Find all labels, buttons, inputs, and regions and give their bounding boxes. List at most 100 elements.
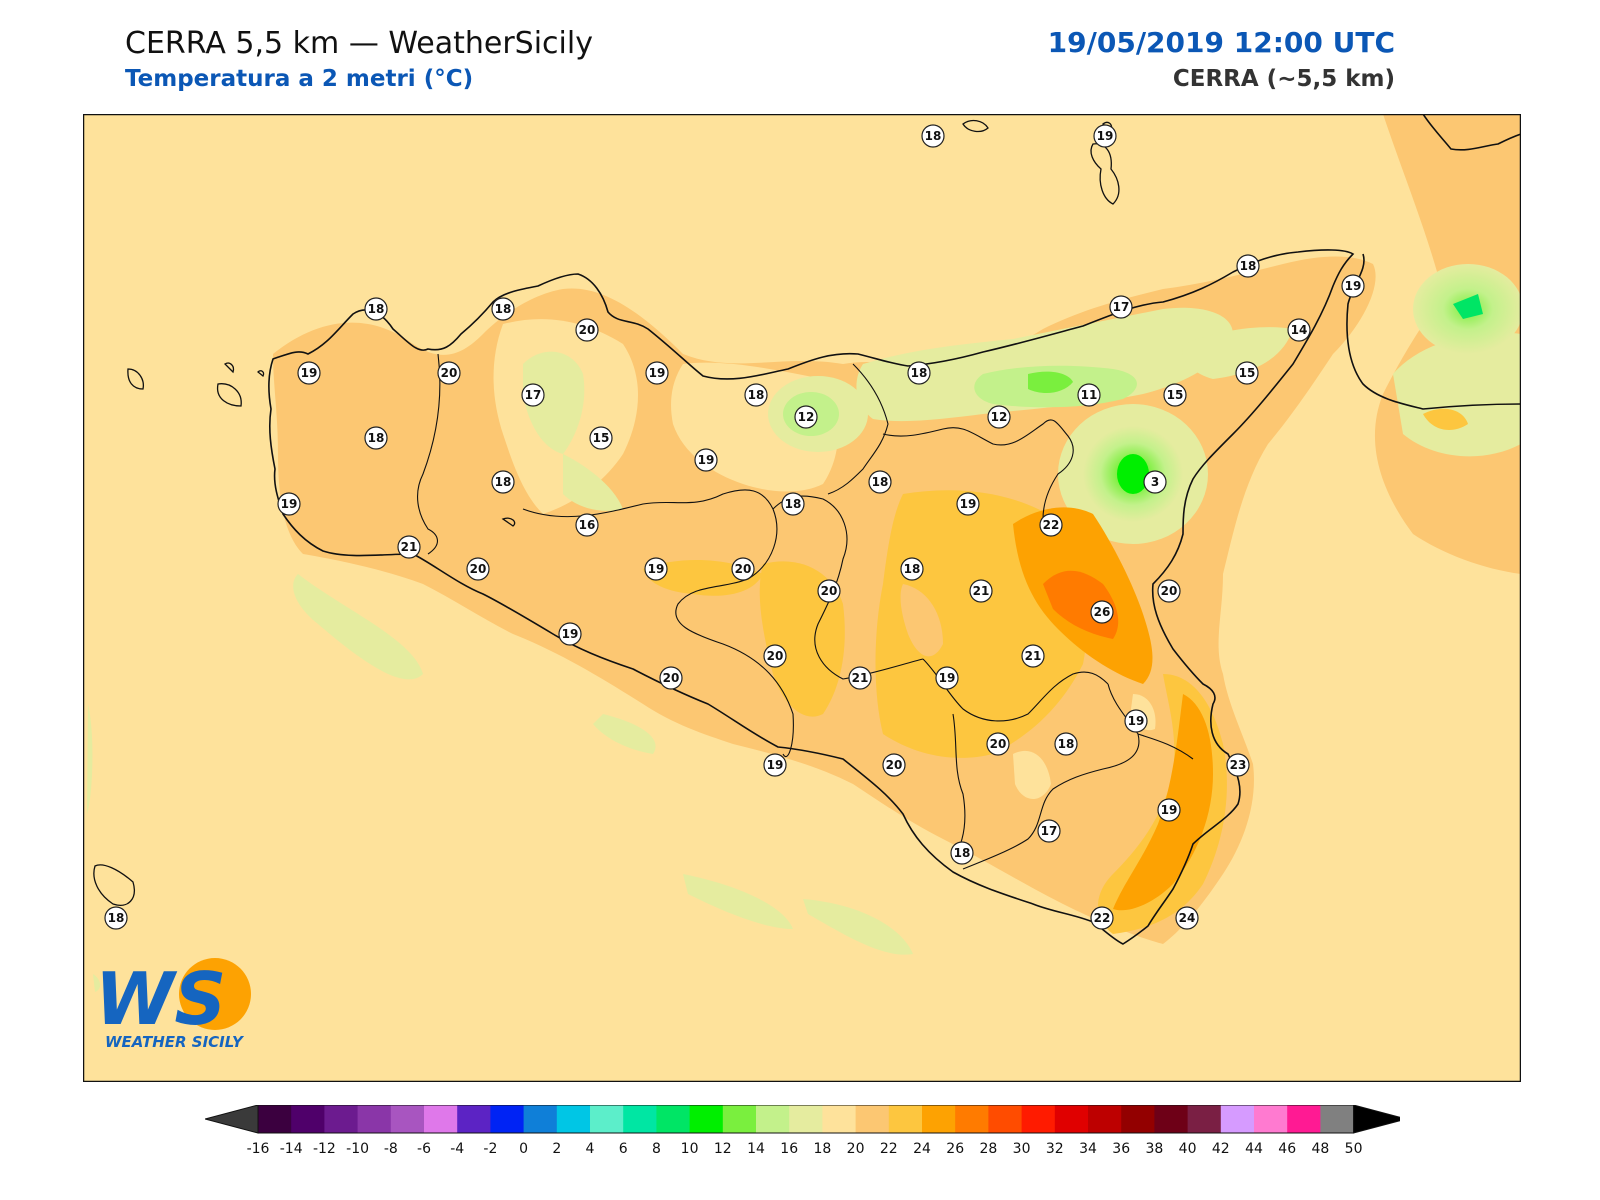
station-marker: 11: [1077, 383, 1101, 407]
colorbar-low-arrow: [203, 1104, 259, 1134]
colorbar-swatch: [955, 1105, 989, 1133]
colorbar-canvas: -16 -14 -12 -10 -8 -6 -4 -2 0 2 4 6 8 10 12 14 16 18 20 22 2…: [203, 1104, 1409, 1157]
station-marker: 19: [558, 622, 582, 646]
station-circle: [1077, 383, 1101, 407]
station-circle: [900, 557, 924, 581]
colorbar-swatch: [756, 1105, 790, 1133]
station-circle: [1287, 318, 1311, 342]
station-circle: [437, 361, 461, 385]
station-temperature: 18: [925, 129, 942, 143]
station-marker: 21: [848, 666, 872, 690]
station-circle: [986, 732, 1010, 756]
colorbar-swatch: [789, 1105, 823, 1133]
colorbar-tick-label: 40: [1179, 1141, 1197, 1157]
station-temperature: 17: [1113, 300, 1130, 314]
colorbar-border: [257, 1104, 1355, 1134]
station-temperature: 20: [579, 323, 596, 337]
station-temperature: 19: [562, 627, 579, 641]
station-temperature: 18: [108, 911, 125, 925]
colorbar-swatch: [291, 1105, 325, 1133]
colorbar-tick-label: -2: [483, 1141, 497, 1157]
station-temperature: 18: [904, 562, 921, 576]
map-frame: [83, 114, 1521, 1082]
station-marker: 20: [882, 753, 906, 777]
station-circle: [817, 579, 841, 603]
station-circle: [1175, 906, 1199, 930]
colorbar-swatch: [888, 1105, 923, 1133]
station-temperature: 20: [767, 649, 784, 663]
station-marker: 22: [1039, 513, 1063, 537]
station-marker: 19: [297, 361, 321, 385]
station-marker: 19: [694, 448, 718, 472]
colorbar-tick-label: 34: [1079, 1141, 1097, 1157]
station-circle: [969, 579, 993, 603]
station-circle: [781, 492, 805, 516]
colorbar-tick-label: -10: [346, 1141, 369, 1157]
station-circle: [731, 557, 755, 581]
station-temperature: 20: [441, 366, 458, 380]
colorbar-swatch: [424, 1105, 458, 1133]
colorbar-tick-label: 24: [913, 1141, 931, 1157]
sea-cool-patches: [87, 574, 913, 992]
station-marker: 18: [491, 470, 515, 494]
colorbar-tick-label: 36: [1112, 1141, 1130, 1157]
colorbar-swatch: [689, 1105, 724, 1133]
station-temperature: 18: [748, 388, 765, 402]
station-temperature: 14: [1291, 323, 1308, 337]
station-temperature: 18: [495, 302, 512, 316]
station-marker: 14: [1287, 318, 1311, 342]
colorbar-tick-label: -6: [417, 1141, 431, 1157]
station-temperature: 21: [973, 584, 990, 598]
colorbar-swatch: [523, 1105, 558, 1133]
temperature-map: 18 19 18 19 18 18 20 17 14 19 20 19 18 18 11 15 15 17 12 12…: [83, 114, 1521, 1082]
colorbar-swatch: [457, 1105, 491, 1133]
station-temperature: 22: [1043, 518, 1060, 532]
station-temperature: 11: [1081, 388, 1098, 402]
station-markers: 18 19 18 19 18 18 20 17 14 19 20 19 18 18 11 15 15 17 12 12…: [104, 124, 1365, 930]
station-temperature: 18: [368, 302, 385, 316]
colorbar-tick-label: 38: [1145, 1141, 1163, 1157]
station-circle: [364, 297, 388, 321]
colorbar-tick-label: 8: [652, 1141, 661, 1157]
station-circle: [1235, 361, 1259, 385]
calabria-field: [1374, 114, 1521, 574]
station-marker: 20: [763, 644, 787, 668]
station-circle: [297, 361, 321, 385]
colorbar-tick-label: 44: [1245, 1141, 1263, 1157]
station-marker: 19: [935, 666, 959, 690]
station-circle: [868, 470, 892, 494]
colorbar-swatch: [722, 1105, 757, 1133]
station-marker: 18: [950, 841, 974, 865]
logo-ws-text: WS: [95, 957, 226, 1041]
colorbar-swatch: [988, 1105, 1023, 1133]
colorbar-swatch: [1254, 1105, 1288, 1133]
station-circle: [1236, 254, 1260, 278]
station-circle: [1037, 819, 1061, 843]
colorbar-swatch: [324, 1105, 359, 1133]
temperature-colorbar: -16 -14 -12 -10 -8 -6 -4 -2 0 2 4 6 8 10 12 14 16 18 20 22 2…: [203, 1104, 1409, 1165]
station-circle: [491, 297, 515, 321]
station-circle: [589, 426, 613, 450]
station-marker: 19: [277, 492, 301, 516]
station-marker: 26: [1090, 600, 1114, 624]
station-temperature: 18: [495, 475, 512, 489]
station-circle: [645, 361, 669, 385]
station-marker: 15: [589, 426, 613, 450]
station-circle: [1109, 295, 1133, 319]
colorbar-swatch: [1287, 1105, 1321, 1133]
station-temperature: 16: [579, 518, 596, 532]
station-circle: [763, 644, 787, 668]
station-marker: 16: [575, 513, 599, 537]
station-marker: 17: [521, 383, 545, 407]
station-circle: [794, 405, 818, 429]
station-circle: [491, 470, 515, 494]
station-circle: [921, 124, 945, 148]
station-temperature: 15: [593, 431, 610, 445]
station-marker: 21: [397, 535, 421, 559]
station-temperature: 20: [735, 562, 752, 576]
station-marker: 20: [986, 732, 1010, 756]
station-circle: [644, 557, 668, 581]
station-marker: 19: [1093, 124, 1117, 148]
station-temperature: 19: [960, 497, 977, 511]
station-marker: 18: [1236, 254, 1260, 278]
